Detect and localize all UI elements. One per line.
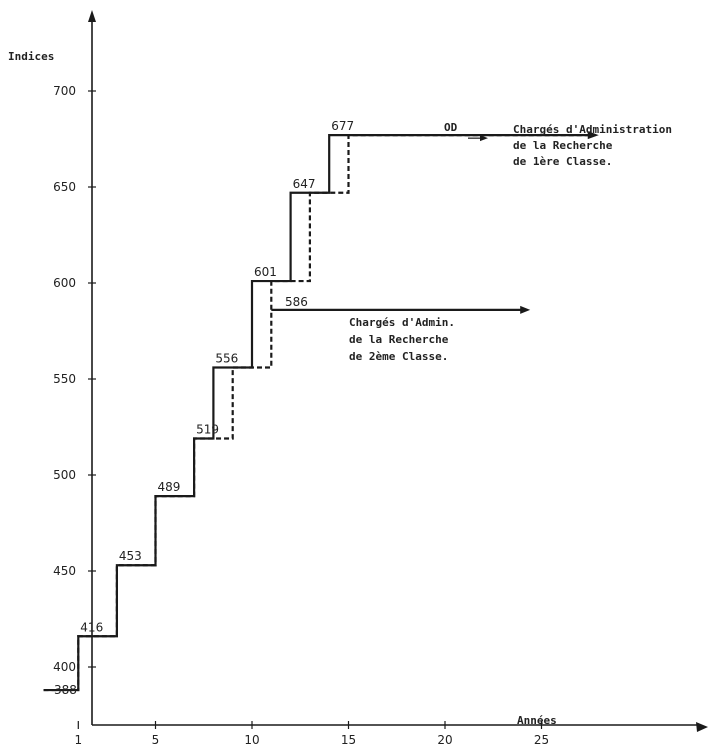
step-label: 453 — [119, 549, 142, 563]
x-tick-label: 25 — [534, 733, 549, 747]
axes — [88, 10, 708, 732]
series-layer — [43, 131, 599, 692]
step-label: 601 — [254, 265, 277, 279]
annotation-classe-2-line-1: Chargés d'Admin. — [349, 316, 455, 329]
step-label: 556 — [215, 351, 238, 365]
x-tick-label: 20 — [437, 733, 452, 747]
step-label: 388 — [54, 683, 77, 697]
step-label: 489 — [158, 480, 181, 494]
series-2eme-classe-arrow — [520, 305, 531, 314]
y-ticks: 400 450 500 550 600 650 700 — [53, 84, 96, 674]
x-ticks: 1 5 10 15 20 25 — [74, 721, 549, 747]
annotation-classe-1-line-2: de la Recherche — [513, 139, 613, 152]
annotation-classe-2-line-3: de 2ème Classe. — [349, 350, 448, 363]
step-label: 586 — [285, 295, 308, 309]
y-tick-label: 650 — [53, 180, 76, 194]
step-label: 647 — [293, 177, 316, 191]
y-tick-label: 700 — [53, 84, 76, 98]
y-tick-label: 600 — [53, 276, 76, 290]
annotation-od: OD — [444, 121, 458, 134]
x-tick-label: 10 — [244, 733, 259, 747]
annotation-classe-2-line-2: de la Recherche — [349, 333, 449, 346]
x-tick-label: 1 — [74, 733, 82, 747]
series-solid-steps — [43, 134, 590, 692]
x-tick-label: 5 — [152, 733, 160, 747]
y-axis-arrow — [88, 10, 96, 22]
annotation-classe-2: Chargés d'Admin. de la Recherche de 2ème… — [349, 316, 455, 363]
y-tick-label: 450 — [53, 564, 76, 578]
step-labels: 388 416 453 489 519 556 601 647 677 586 — [54, 119, 354, 697]
y-tick-label: 550 — [53, 372, 76, 386]
series-1ere-classe-arrow — [587, 131, 599, 140]
y-axis-title: Indices — [8, 50, 54, 63]
x-axis-arrow — [696, 722, 708, 732]
step-label: 416 — [80, 620, 103, 634]
annotation-classe-1-line-3: de 1ère Classe. — [513, 155, 612, 168]
step-label: 519 — [196, 423, 219, 437]
series-dashed-steps — [43, 134, 590, 692]
x-tick-label: 15 — [341, 733, 356, 747]
od-arrow-head — [480, 135, 488, 142]
annotation-classe-1: Chargés d'Administration de la Recherche… — [513, 123, 672, 168]
y-tick-label: 500 — [53, 468, 76, 482]
x-axis-title: Années — [517, 714, 557, 727]
step-label: 677 — [331, 119, 354, 133]
annotation-classe-1-line-1: Chargés d'Administration — [513, 123, 672, 136]
y-tick-label: 400 — [53, 660, 76, 674]
